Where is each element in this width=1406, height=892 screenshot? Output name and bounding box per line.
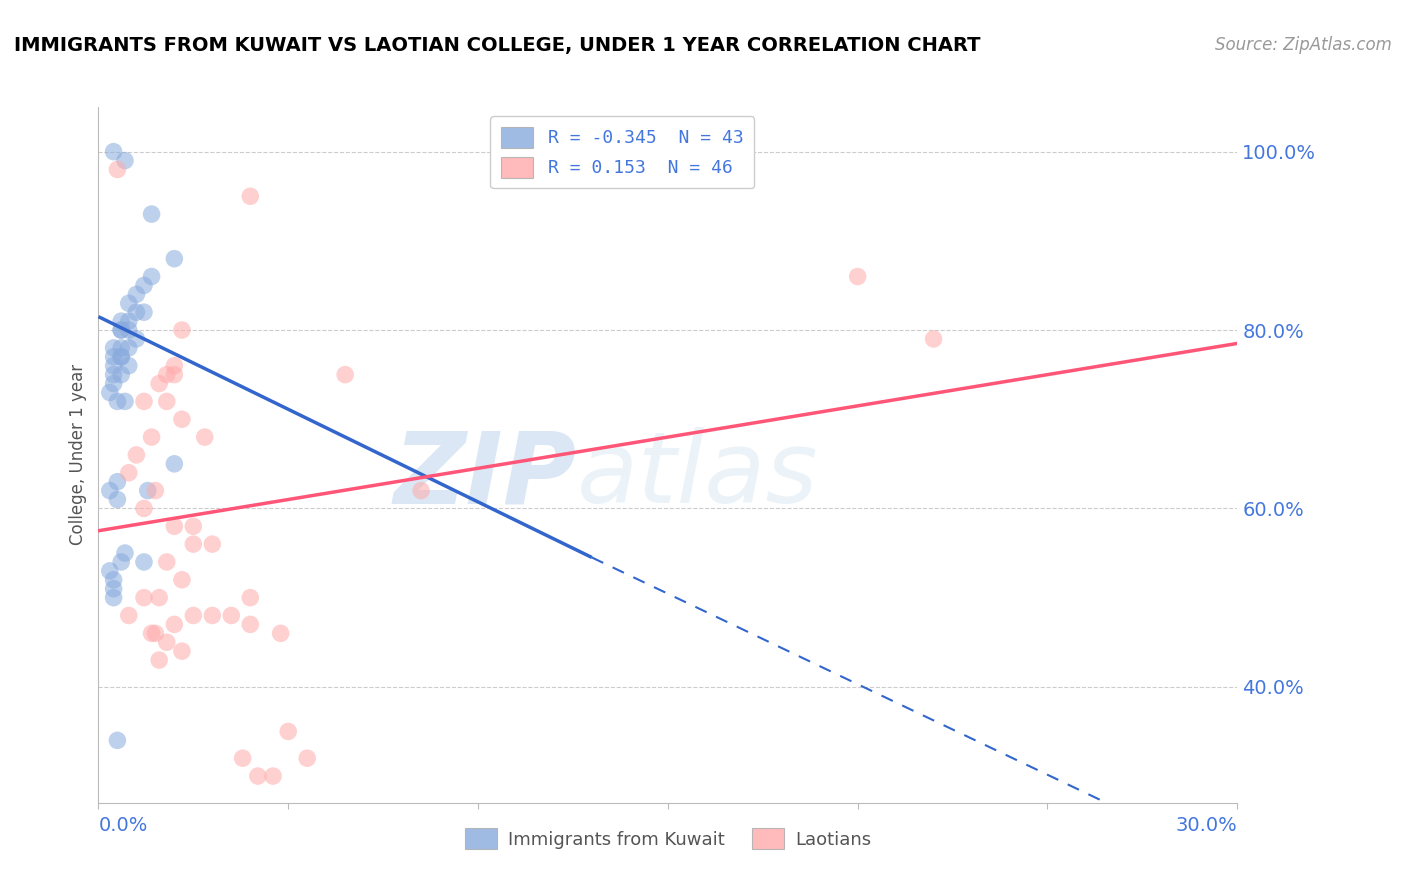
Point [170, 323, 193, 337]
Point [183, 537, 205, 551]
Point [141, 430, 163, 444]
Point [103, 376, 125, 391]
Point [118, 296, 141, 310]
Text: ZIP: ZIP [394, 427, 576, 524]
Point [239, 591, 262, 605]
Point [145, 483, 167, 498]
Point [110, 323, 132, 337]
Point [141, 269, 163, 284]
Point [107, 733, 129, 747]
Text: 0.0%: 0.0% [98, 816, 148, 835]
Point [125, 448, 148, 462]
Point [110, 555, 132, 569]
Point [103, 582, 125, 596]
Point [132, 394, 155, 409]
Point [148, 653, 170, 667]
Point [118, 608, 141, 623]
Point [163, 252, 186, 266]
Point [114, 153, 136, 168]
Point [239, 617, 262, 632]
Point [125, 332, 148, 346]
Point [163, 359, 186, 373]
Legend: Immigrants from Kuwait, Laotians: Immigrants from Kuwait, Laotians [457, 822, 879, 856]
Point [103, 341, 125, 355]
Point [270, 626, 292, 640]
Point [118, 314, 141, 328]
Point [170, 644, 193, 658]
Point [148, 376, 170, 391]
Point [132, 591, 155, 605]
Point [163, 368, 186, 382]
Point [103, 591, 125, 605]
Point [118, 359, 141, 373]
Point [201, 608, 224, 623]
Point [262, 769, 284, 783]
Point [156, 635, 179, 649]
Point [110, 341, 132, 355]
Point [110, 314, 132, 328]
Point [103, 145, 125, 159]
Point [163, 457, 186, 471]
Point [170, 412, 193, 426]
Point [132, 278, 155, 293]
Text: Source: ZipAtlas.com: Source: ZipAtlas.com [1215, 36, 1392, 54]
Point [118, 323, 141, 337]
Point [132, 305, 155, 319]
Point [98, 385, 121, 400]
Point [163, 617, 186, 632]
Point [170, 573, 193, 587]
Point [922, 332, 945, 346]
Point [221, 608, 243, 623]
Point [118, 341, 141, 355]
Text: atlas: atlas [576, 427, 818, 524]
Point [103, 573, 125, 587]
Y-axis label: College, Under 1 year: College, Under 1 year [69, 364, 87, 546]
Point [156, 368, 179, 382]
Point [232, 751, 254, 765]
Point [114, 546, 136, 560]
Point [107, 492, 129, 507]
Point [194, 430, 217, 444]
Point [98, 564, 121, 578]
Point [107, 475, 129, 489]
Text: 30.0%: 30.0% [1175, 816, 1237, 835]
Point [110, 323, 132, 337]
Point [118, 466, 141, 480]
Point [335, 368, 357, 382]
Point [110, 350, 132, 364]
Point [110, 368, 132, 382]
Point [110, 350, 132, 364]
Point [148, 591, 170, 605]
Point [239, 189, 262, 203]
Point [163, 519, 186, 533]
Point [125, 287, 148, 301]
Text: IMMIGRANTS FROM KUWAIT VS LAOTIAN COLLEGE, UNDER 1 YEAR CORRELATION CHART: IMMIGRANTS FROM KUWAIT VS LAOTIAN COLLEG… [14, 36, 980, 54]
Point [103, 359, 125, 373]
Point [98, 483, 121, 498]
Point [183, 519, 205, 533]
Point [201, 537, 224, 551]
Point [846, 269, 869, 284]
Point [141, 207, 163, 221]
Point [132, 501, 155, 516]
Point [246, 769, 269, 783]
Point [141, 626, 163, 640]
Point [132, 555, 155, 569]
Point [183, 608, 205, 623]
Point [277, 724, 299, 739]
Point [136, 483, 159, 498]
Point [103, 368, 125, 382]
Point [145, 626, 167, 640]
Point [114, 394, 136, 409]
Point [297, 751, 319, 765]
Point [107, 162, 129, 177]
Point [411, 483, 433, 498]
Point [107, 394, 129, 409]
Point [103, 350, 125, 364]
Point [156, 555, 179, 569]
Point [156, 394, 179, 409]
Point [125, 305, 148, 319]
